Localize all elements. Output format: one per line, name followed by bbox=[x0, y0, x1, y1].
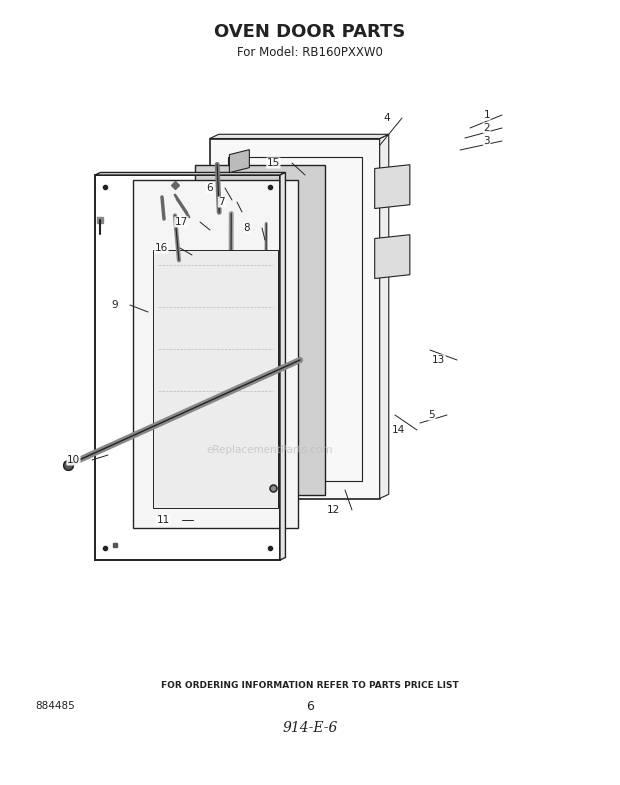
Text: 16: 16 bbox=[155, 243, 168, 253]
Polygon shape bbox=[133, 181, 298, 528]
Polygon shape bbox=[210, 138, 379, 498]
Polygon shape bbox=[379, 134, 389, 498]
Text: 914-E-6: 914-E-6 bbox=[282, 721, 338, 735]
Text: 3: 3 bbox=[484, 136, 490, 146]
Polygon shape bbox=[280, 173, 285, 560]
Text: 6: 6 bbox=[206, 183, 213, 193]
Text: 4: 4 bbox=[383, 113, 390, 123]
Text: OVEN DOOR PARTS: OVEN DOOR PARTS bbox=[215, 23, 405, 41]
Polygon shape bbox=[153, 250, 278, 509]
Text: 13: 13 bbox=[432, 355, 445, 365]
Text: eReplacementParts.com: eReplacementParts.com bbox=[206, 445, 334, 455]
Text: 17: 17 bbox=[175, 217, 188, 227]
Text: FOR ORDERING INFORMATION REFER TO PARTS PRICE LIST: FOR ORDERING INFORMATION REFER TO PARTS … bbox=[161, 681, 459, 689]
Polygon shape bbox=[210, 134, 389, 138]
Text: 7: 7 bbox=[218, 197, 225, 207]
Text: For Model: RB160PXXW0: For Model: RB160PXXW0 bbox=[237, 46, 383, 59]
Text: 12: 12 bbox=[327, 505, 340, 515]
Polygon shape bbox=[180, 187, 290, 210]
Text: 9: 9 bbox=[112, 300, 118, 310]
Polygon shape bbox=[175, 182, 295, 502]
Polygon shape bbox=[229, 150, 249, 173]
Text: 15: 15 bbox=[267, 158, 280, 168]
Text: 14: 14 bbox=[392, 425, 405, 435]
Polygon shape bbox=[195, 165, 325, 495]
Polygon shape bbox=[374, 235, 410, 279]
Text: 10: 10 bbox=[67, 455, 80, 465]
Polygon shape bbox=[374, 165, 410, 209]
Text: 1: 1 bbox=[484, 110, 490, 120]
Text: 884485: 884485 bbox=[35, 701, 75, 711]
Text: 11: 11 bbox=[157, 515, 170, 525]
Text: 8: 8 bbox=[244, 223, 250, 233]
Text: 2: 2 bbox=[484, 123, 490, 133]
Text: 6: 6 bbox=[306, 699, 314, 713]
Polygon shape bbox=[95, 173, 285, 175]
Text: 5: 5 bbox=[428, 410, 435, 420]
